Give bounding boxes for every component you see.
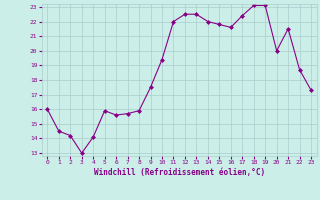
X-axis label: Windchill (Refroidissement éolien,°C): Windchill (Refroidissement éolien,°C) bbox=[94, 168, 265, 177]
